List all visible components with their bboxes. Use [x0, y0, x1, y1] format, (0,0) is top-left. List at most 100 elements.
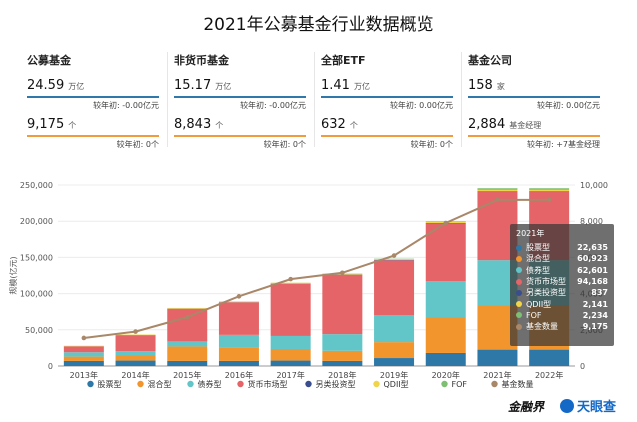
bar-segment	[167, 341, 208, 347]
change-text: 较年初: 0.00亿元	[389, 101, 453, 110]
tooltip-value: 60,923	[577, 254, 608, 264]
bar-segment	[529, 191, 570, 193]
bar-segment	[115, 334, 156, 336]
bar-segment	[115, 335, 156, 352]
metric-unit: 万亿	[68, 82, 85, 91]
bar-segment	[322, 360, 363, 366]
change-text: 较年初: -0.00亿元	[93, 101, 159, 110]
metric-row: 632 个	[321, 117, 453, 132]
legend-marker	[137, 380, 144, 388]
card-title: 公募基金	[27, 54, 71, 67]
metric-underline	[174, 135, 306, 137]
legend-label: QDII型	[384, 380, 409, 389]
change-text: 较年初: -0.00亿元	[240, 101, 306, 110]
metric-value: 24.59	[27, 78, 65, 93]
tooltip-marker	[516, 255, 522, 262]
bar-segment	[270, 283, 311, 336]
bar-segment	[218, 334, 259, 348]
metric-unit: 基金经理	[509, 121, 542, 130]
bar-segment	[218, 360, 259, 366]
legend-label: 基金数量	[502, 379, 534, 389]
metric-row: 9,175 个	[27, 117, 159, 132]
tooltip-series-name: 另类投资型	[526, 288, 566, 298]
y2-tick-label: 8,000	[580, 217, 603, 226]
tooltip-value: 22,635	[577, 243, 608, 253]
bar-segment	[374, 258, 415, 261]
x-tick-label: 2018年	[328, 370, 356, 380]
x-tick-label: 2015年	[173, 370, 201, 380]
legend-marker	[87, 380, 94, 388]
tooltip-row: QDII型 2,141	[516, 298, 608, 309]
y2-tick-label: 10,000	[580, 181, 608, 190]
metric-underline	[321, 96, 453, 98]
card-title: 全部ETF	[321, 54, 366, 67]
bar-segment	[63, 360, 104, 366]
metric-value: 2,884	[468, 117, 506, 132]
tooltip-marker	[516, 267, 522, 274]
x-tick-label: 2019年	[380, 370, 408, 380]
metric-value: 9,175	[27, 117, 65, 132]
legend-marker	[373, 380, 380, 388]
bar-segment	[425, 352, 466, 366]
bar-segment	[63, 352, 104, 357]
metric-unit: 万亿	[353, 82, 370, 91]
bar-segment	[374, 358, 415, 366]
y-tick-label: 100,000	[20, 290, 53, 299]
metric-row: 24.59 万亿	[27, 78, 159, 93]
legend-marker	[441, 380, 448, 388]
tooltip-row: 另类投资型 837	[516, 287, 608, 298]
fund-count-point	[133, 329, 138, 334]
tooltip-series-name: 混合型	[526, 254, 550, 264]
metric-row: 158 家	[468, 78, 600, 93]
legend-label: 混合型	[148, 379, 172, 389]
card-non-money-funds: 非货币基金 15.17 万亿 较年初: -0.00亿元 8,843 个 较年初: 0…	[174, 52, 306, 156]
legend-marker	[305, 380, 312, 388]
change-text: 较年初: 0个	[410, 140, 453, 149]
y-tick-label: 50,000	[25, 326, 53, 335]
metric-underline	[468, 135, 600, 137]
tooltip-series-name: 货币市场型	[526, 277, 566, 287]
bar-segment	[115, 355, 156, 361]
bar-segment	[425, 281, 466, 318]
metric-value: 1.41	[321, 78, 350, 93]
bar-segment	[115, 360, 156, 366]
fund-count-point	[81, 335, 87, 341]
tianyancha-logo: 天眼查	[560, 396, 616, 415]
card-divider	[314, 52, 315, 147]
bar-segment	[167, 360, 208, 366]
bar-segment	[477, 191, 518, 193]
tooltip-marker	[516, 312, 522, 319]
bar-segment	[322, 334, 363, 351]
fund-count-point	[236, 294, 242, 299]
card-public-funds: 公募基金 24.59 万亿 较年初: -0.00亿元 9,175 个 较年初: 0个	[27, 52, 159, 156]
tooltip-value: 837	[591, 288, 608, 298]
card-all-etf: 全部ETF 1.41 万亿 较年初: 0.00亿元 632 个 较年初: 0个	[321, 52, 453, 156]
change-text: 较年初: 0个	[263, 140, 306, 149]
x-tick-label: 2016年	[225, 370, 253, 380]
metric-unit: 个	[68, 121, 77, 130]
tianyancha-logo-icon	[560, 398, 574, 413]
bar-segment	[167, 307, 208, 309]
metric-underline	[174, 96, 306, 98]
x-tick-label: 2013年	[70, 370, 98, 380]
tooltip-series-name: 基金数量	[526, 322, 558, 332]
tooltip-row: 基金数量 9,175	[516, 321, 608, 332]
fund-count-point	[184, 314, 190, 320]
metric-underline	[468, 96, 600, 98]
legend-label: 股票型	[98, 380, 122, 389]
x-tick-label: 2017年	[276, 370, 304, 380]
legend-label: 货币市场型	[248, 379, 288, 389]
fund-count-point	[391, 253, 397, 258]
metric-underline	[27, 96, 159, 98]
card-divider	[461, 52, 462, 147]
bar-segment	[270, 282, 311, 284]
y-tick-label: 0	[48, 362, 53, 371]
x-tick-label: 2014年	[121, 370, 149, 380]
tooltip-value: 2,234	[582, 310, 608, 320]
tooltip-marker	[516, 244, 522, 251]
bar-segment	[270, 348, 311, 361]
tooltip-marker	[516, 301, 522, 308]
tooltip-marker	[516, 323, 522, 330]
tooltip-row: 股票型 22,635	[516, 242, 608, 253]
bar-segment	[477, 188, 518, 190]
